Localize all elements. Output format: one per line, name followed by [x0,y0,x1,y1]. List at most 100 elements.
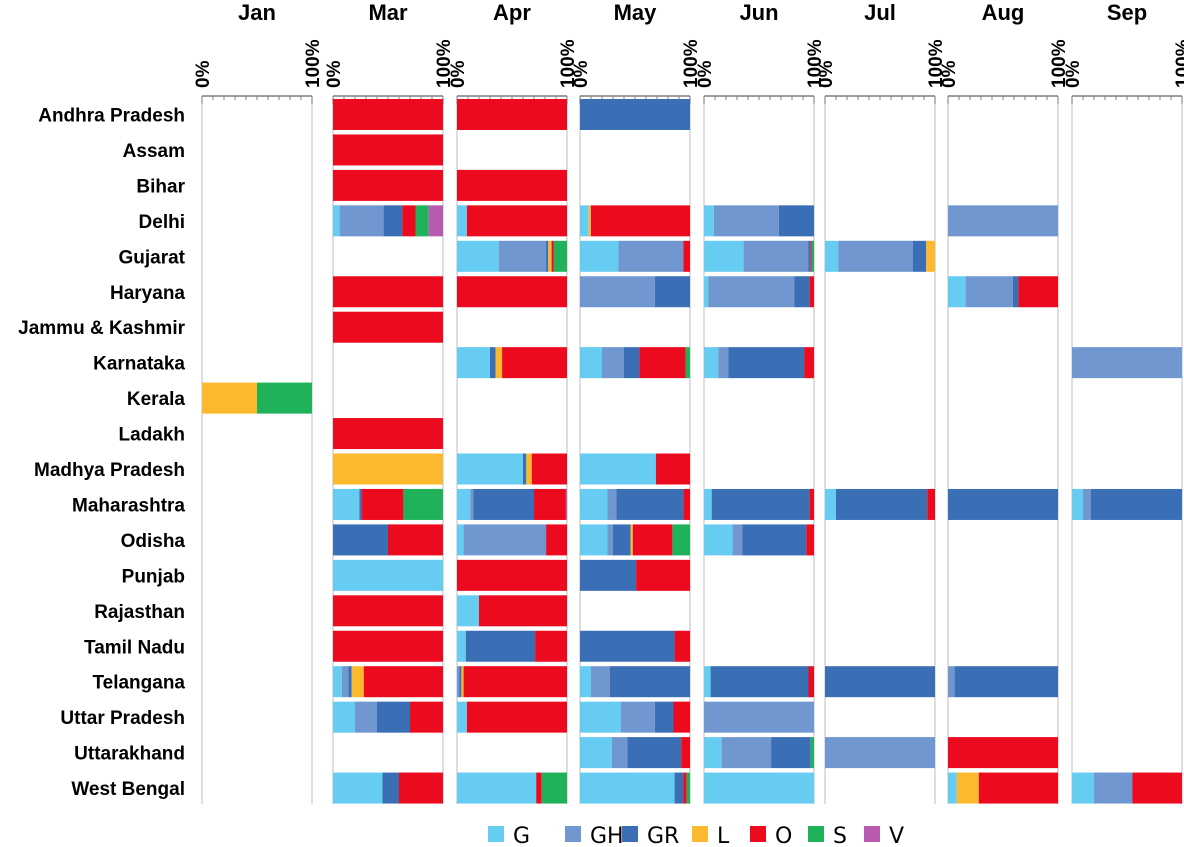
bar-may-maharashtra-g [580,488,608,520]
legend-item-g: G [488,824,530,847]
bar-may-uttarakhand-o [681,737,690,769]
month-title-jan: Jan [238,0,276,25]
bar-apr-odisha-o [546,524,567,556]
legend-swatch-g [488,826,504,842]
bar-jun-gujarat-gr [808,240,811,272]
legend-item-o: O [750,824,792,847]
row-labels: Andhra Pradesh Assam Bihar Delhi Gujarat Hary… [18,106,186,801]
bar-jul-maharashtra-o [927,488,935,520]
bar-jun-haryana-g [704,276,709,308]
month-title-jun: Jun [739,0,778,25]
row-label-madhya-pradesh: Madhya Pradesh [34,460,185,481]
bar-apr-gujarat-g [457,240,499,272]
bar-apr-uttar-pradesh-g [457,701,467,733]
bar-mar-uttar-pradesh-o [410,701,443,733]
bar-may-uttar-pradesh-o [673,701,690,733]
bar-mar-odisha-gr [333,524,388,556]
bar-mar-delhi-gh [339,205,384,237]
bar-sep-west-bengal-gh [1094,772,1133,804]
row-label-telangana: Telangana [92,673,185,694]
bar-jun-telangana-g [704,666,711,698]
bar-may-west-bengal-gr [674,772,684,804]
bar-apr-telangana-l [461,666,464,698]
bar-jul-maharashtra-gr [836,488,928,520]
bar-aug-uttarakhand-o [948,737,1058,769]
bar-apr-rajasthan-g [457,595,479,627]
bar-jun-haryana-o [809,276,814,308]
row-label-rajasthan: Rajasthan [94,602,185,623]
bar-jun-gujarat-o [810,240,812,272]
bar-jun-delhi-gh [713,205,779,237]
bar-may-gujarat-g [580,240,619,272]
bar-may-west-bengal-s [686,772,690,804]
legend-swatch-o [750,826,766,842]
row-label-odisha: Odisha [121,531,186,552]
bar-mar-west-bengal-g [333,772,383,804]
bar-jun-karnataka-g [704,347,719,379]
bar-may-madhya-pradesh-o [655,453,690,485]
bar-apr-west-bengal-s [541,772,567,804]
bar-apr-gujarat-gh [498,240,547,272]
bar-mar-rajasthan-o [333,595,443,627]
legend-item-l: L [692,824,730,847]
tick-label-0: 0% [193,60,214,88]
bar-apr-tamil-nadu-g [457,630,466,662]
bar-aug-telangana-gh [948,666,955,698]
bar-apr-telangana-gh [457,666,460,698]
bar-may-uttarakhand-g [580,737,612,769]
legend-swatch-gr [622,826,638,842]
bar-jun-uttarakhand-gr [771,737,811,769]
tick-label-100: 100% [926,39,947,88]
bar-mar-delhi-g [333,205,340,237]
bar-apr-delhi-o [466,205,567,237]
panel-mar: Mar 0% 100% [324,0,455,804]
bar-aug-west-bengal-g [948,772,957,804]
tick-label-0: 0% [1063,60,1084,88]
bar-may-odisha-gh [607,524,613,556]
tick-label-100: 100% [805,39,826,88]
legend-label-l: L [717,824,730,847]
tick-label-100: 100% [1049,39,1070,88]
row-label-assam: Assam [123,141,185,162]
bar-jun-gujarat-g [704,240,744,272]
bar-may-telangana-g [580,666,591,698]
bar-mar-jammu-and-kashmir-o [333,311,443,343]
row-label-jammu-and-kashmir: Jammu & Kashmir [18,318,185,339]
legend-swatch-v [864,826,880,842]
bar-mar-uttar-pradesh-g [333,701,355,733]
row-label-punjab: Punjab [122,566,185,587]
bar-apr-rajasthan-o [479,595,567,627]
legend-item-v: V [864,824,904,847]
row-label-gujarat: Gujarat [118,247,185,268]
bar-may-delhi-g [580,205,589,237]
bar-may-haryana-gh [580,276,655,308]
legend: G GH GR L O S V [488,824,904,847]
bar-may-telangana-gr [609,666,690,698]
bar-apr-maharashtra-v [565,488,567,520]
bar-apr-karnataka-g [457,347,490,379]
tick-label-0: 0% [571,60,592,88]
bar-may-karnataka-gh [602,347,624,379]
bar-jan-kerala-l [202,382,257,414]
month-title-mar: Mar [368,0,408,25]
bar-may-odisha-s [672,524,690,556]
bar-jun-uttar-pradesh-gh [704,701,814,733]
bar-jun-uttarakhand-g [704,737,722,769]
row-label-uttarakhand: Uttarakhand [74,744,185,765]
tick-label-100: 100% [303,39,324,88]
row-label-tamil-nadu: Tamil Nadu [84,637,185,658]
bar-mar-telangana-g [333,666,342,698]
bar-apr-madhya-pradesh-o [531,453,567,485]
bar-may-karnataka-o [639,347,686,379]
bar-apr-gujarat-o [551,240,554,272]
tick-label-0: 0% [448,60,469,88]
panel-apr: Apr 0% 100% [448,0,579,804]
bar-mar-uttar-pradesh-gh [355,701,377,733]
panel-jan: Jan 0% 100% [193,0,324,804]
bar-jun-haryana-gh [708,276,795,308]
bar-sep-west-bengal-g [1072,772,1094,804]
row-label-haryana: Haryana [110,283,185,304]
bar-mar-haryana-o [333,276,443,308]
bar-mar-west-bengal-gr [382,772,399,804]
